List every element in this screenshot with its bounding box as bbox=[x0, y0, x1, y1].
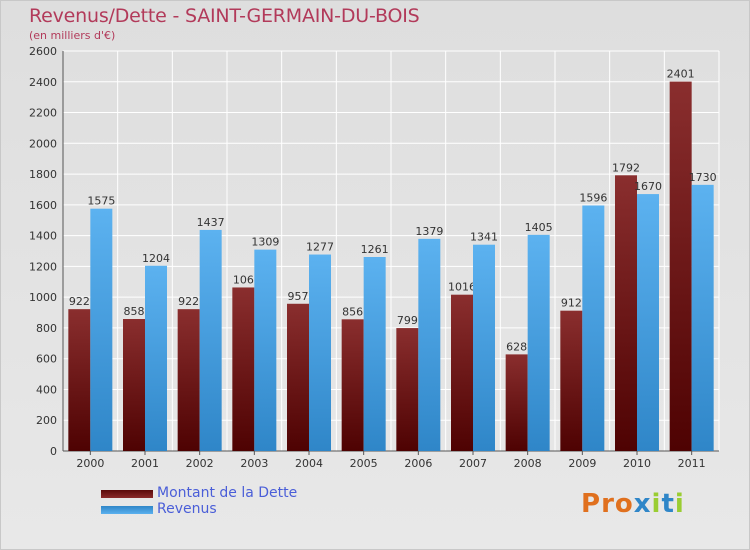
data-label: 1379 bbox=[415, 225, 443, 238]
x-tick-label: 2001 bbox=[131, 457, 159, 470]
bar-revenus bbox=[254, 249, 277, 451]
y-tick-label: 600 bbox=[36, 353, 57, 366]
y-tick-label: 400 bbox=[36, 383, 57, 396]
x-tick-label: 2000 bbox=[76, 457, 104, 470]
bar-revenus bbox=[691, 184, 714, 451]
x-tick-label: 2011 bbox=[678, 457, 706, 470]
x-tick-label: 2006 bbox=[404, 457, 432, 470]
data-label: 856 bbox=[342, 305, 363, 318]
data-label: 2401 bbox=[667, 68, 695, 81]
bar-revenus bbox=[582, 205, 605, 451]
y-tick-label: 2000 bbox=[29, 137, 57, 150]
bar-dette bbox=[68, 309, 91, 451]
data-label: 1792 bbox=[612, 161, 640, 174]
chart-title: Revenus/Dette - SAINT-GERMAIN-DU-BOIS bbox=[29, 5, 420, 27]
data-label: 1670 bbox=[634, 180, 662, 193]
logo-letter: o bbox=[614, 489, 634, 519]
data-label: 1204 bbox=[142, 252, 170, 265]
bar-dette bbox=[669, 81, 692, 451]
y-tick-label: 1800 bbox=[29, 168, 57, 181]
x-tick-label: 2002 bbox=[186, 457, 214, 470]
data-label: 922 bbox=[69, 295, 90, 308]
y-tick-label: 2400 bbox=[29, 76, 57, 89]
bar-revenus bbox=[145, 265, 167, 451]
y-tick-label: 2200 bbox=[29, 107, 57, 120]
y-tick-label: 200 bbox=[36, 414, 57, 427]
y-tick-label: 800 bbox=[36, 322, 57, 335]
data-label: 628 bbox=[506, 340, 527, 353]
data-label: 858 bbox=[124, 305, 145, 318]
logo-letter: i bbox=[651, 489, 662, 519]
bar-dette bbox=[341, 319, 364, 451]
data-label: 1309 bbox=[251, 236, 279, 249]
data-label: 1575 bbox=[87, 195, 115, 208]
data-label: 1277 bbox=[306, 241, 334, 254]
bar-dette bbox=[396, 328, 419, 451]
data-label: 1341 bbox=[470, 231, 498, 244]
bar-revenus bbox=[199, 229, 222, 451]
legend-label-revenus: Revenus bbox=[157, 501, 217, 517]
bar-revenus bbox=[90, 208, 113, 451]
logo-letter: x bbox=[633, 489, 652, 519]
data-label: 912 bbox=[561, 297, 582, 310]
bar-dette bbox=[287, 303, 309, 451]
bar-dette bbox=[177, 309, 200, 451]
y-tick-label: 1600 bbox=[29, 199, 57, 212]
bar-revenus bbox=[309, 254, 331, 451]
logo-letter: t bbox=[661, 489, 675, 519]
x-tick-label: 2003 bbox=[240, 457, 268, 470]
x-tick-label: 2004 bbox=[295, 457, 323, 470]
x-tick-label: 2008 bbox=[514, 457, 542, 470]
y-tick-label: 1400 bbox=[29, 230, 57, 243]
legend-swatch-revenus bbox=[101, 506, 153, 514]
logo-letter: i bbox=[674, 489, 685, 519]
bar-dette bbox=[451, 294, 473, 451]
y-tick-label: 0 bbox=[50, 445, 57, 458]
legend-label-dette: Montant de la Dette bbox=[157, 485, 298, 501]
data-label: 106 bbox=[233, 273, 254, 286]
data-label: 922 bbox=[178, 295, 199, 308]
x-tick-label: 2010 bbox=[623, 457, 651, 470]
x-tick-label: 2009 bbox=[568, 457, 596, 470]
x-tick-label: 2007 bbox=[459, 457, 487, 470]
data-label: 1405 bbox=[525, 221, 553, 234]
bar-dette bbox=[505, 354, 528, 451]
data-label: 1730 bbox=[689, 171, 717, 184]
data-label: 799 bbox=[397, 314, 418, 327]
bar-revenus bbox=[637, 194, 659, 452]
proxiti-logo: Proxiti bbox=[581, 489, 685, 519]
bar-revenus bbox=[527, 234, 550, 451]
bar-dette bbox=[560, 310, 583, 451]
bar-revenus bbox=[418, 238, 441, 451]
bar-revenus bbox=[473, 244, 495, 451]
bar-dette bbox=[232, 287, 255, 451]
legend-swatch-dette bbox=[101, 490, 153, 498]
logo-letter: r bbox=[601, 489, 615, 519]
data-label: 1261 bbox=[361, 243, 389, 256]
bar-dette bbox=[123, 319, 145, 451]
data-label: 1016 bbox=[448, 281, 476, 294]
y-tick-label: 1000 bbox=[29, 291, 57, 304]
data-label: 957 bbox=[288, 290, 309, 303]
bar-dette bbox=[615, 175, 637, 452]
x-tick-label: 2005 bbox=[350, 457, 378, 470]
data-label: 1437 bbox=[197, 216, 225, 229]
logo-letter: P bbox=[581, 489, 602, 519]
bar-revenus bbox=[363, 257, 386, 451]
y-tick-label: 1200 bbox=[29, 260, 57, 273]
y-tick-label: 2600 bbox=[29, 45, 57, 58]
data-label: 1596 bbox=[579, 191, 607, 204]
chart-subtitle: (en milliers d'€) bbox=[29, 29, 116, 42]
